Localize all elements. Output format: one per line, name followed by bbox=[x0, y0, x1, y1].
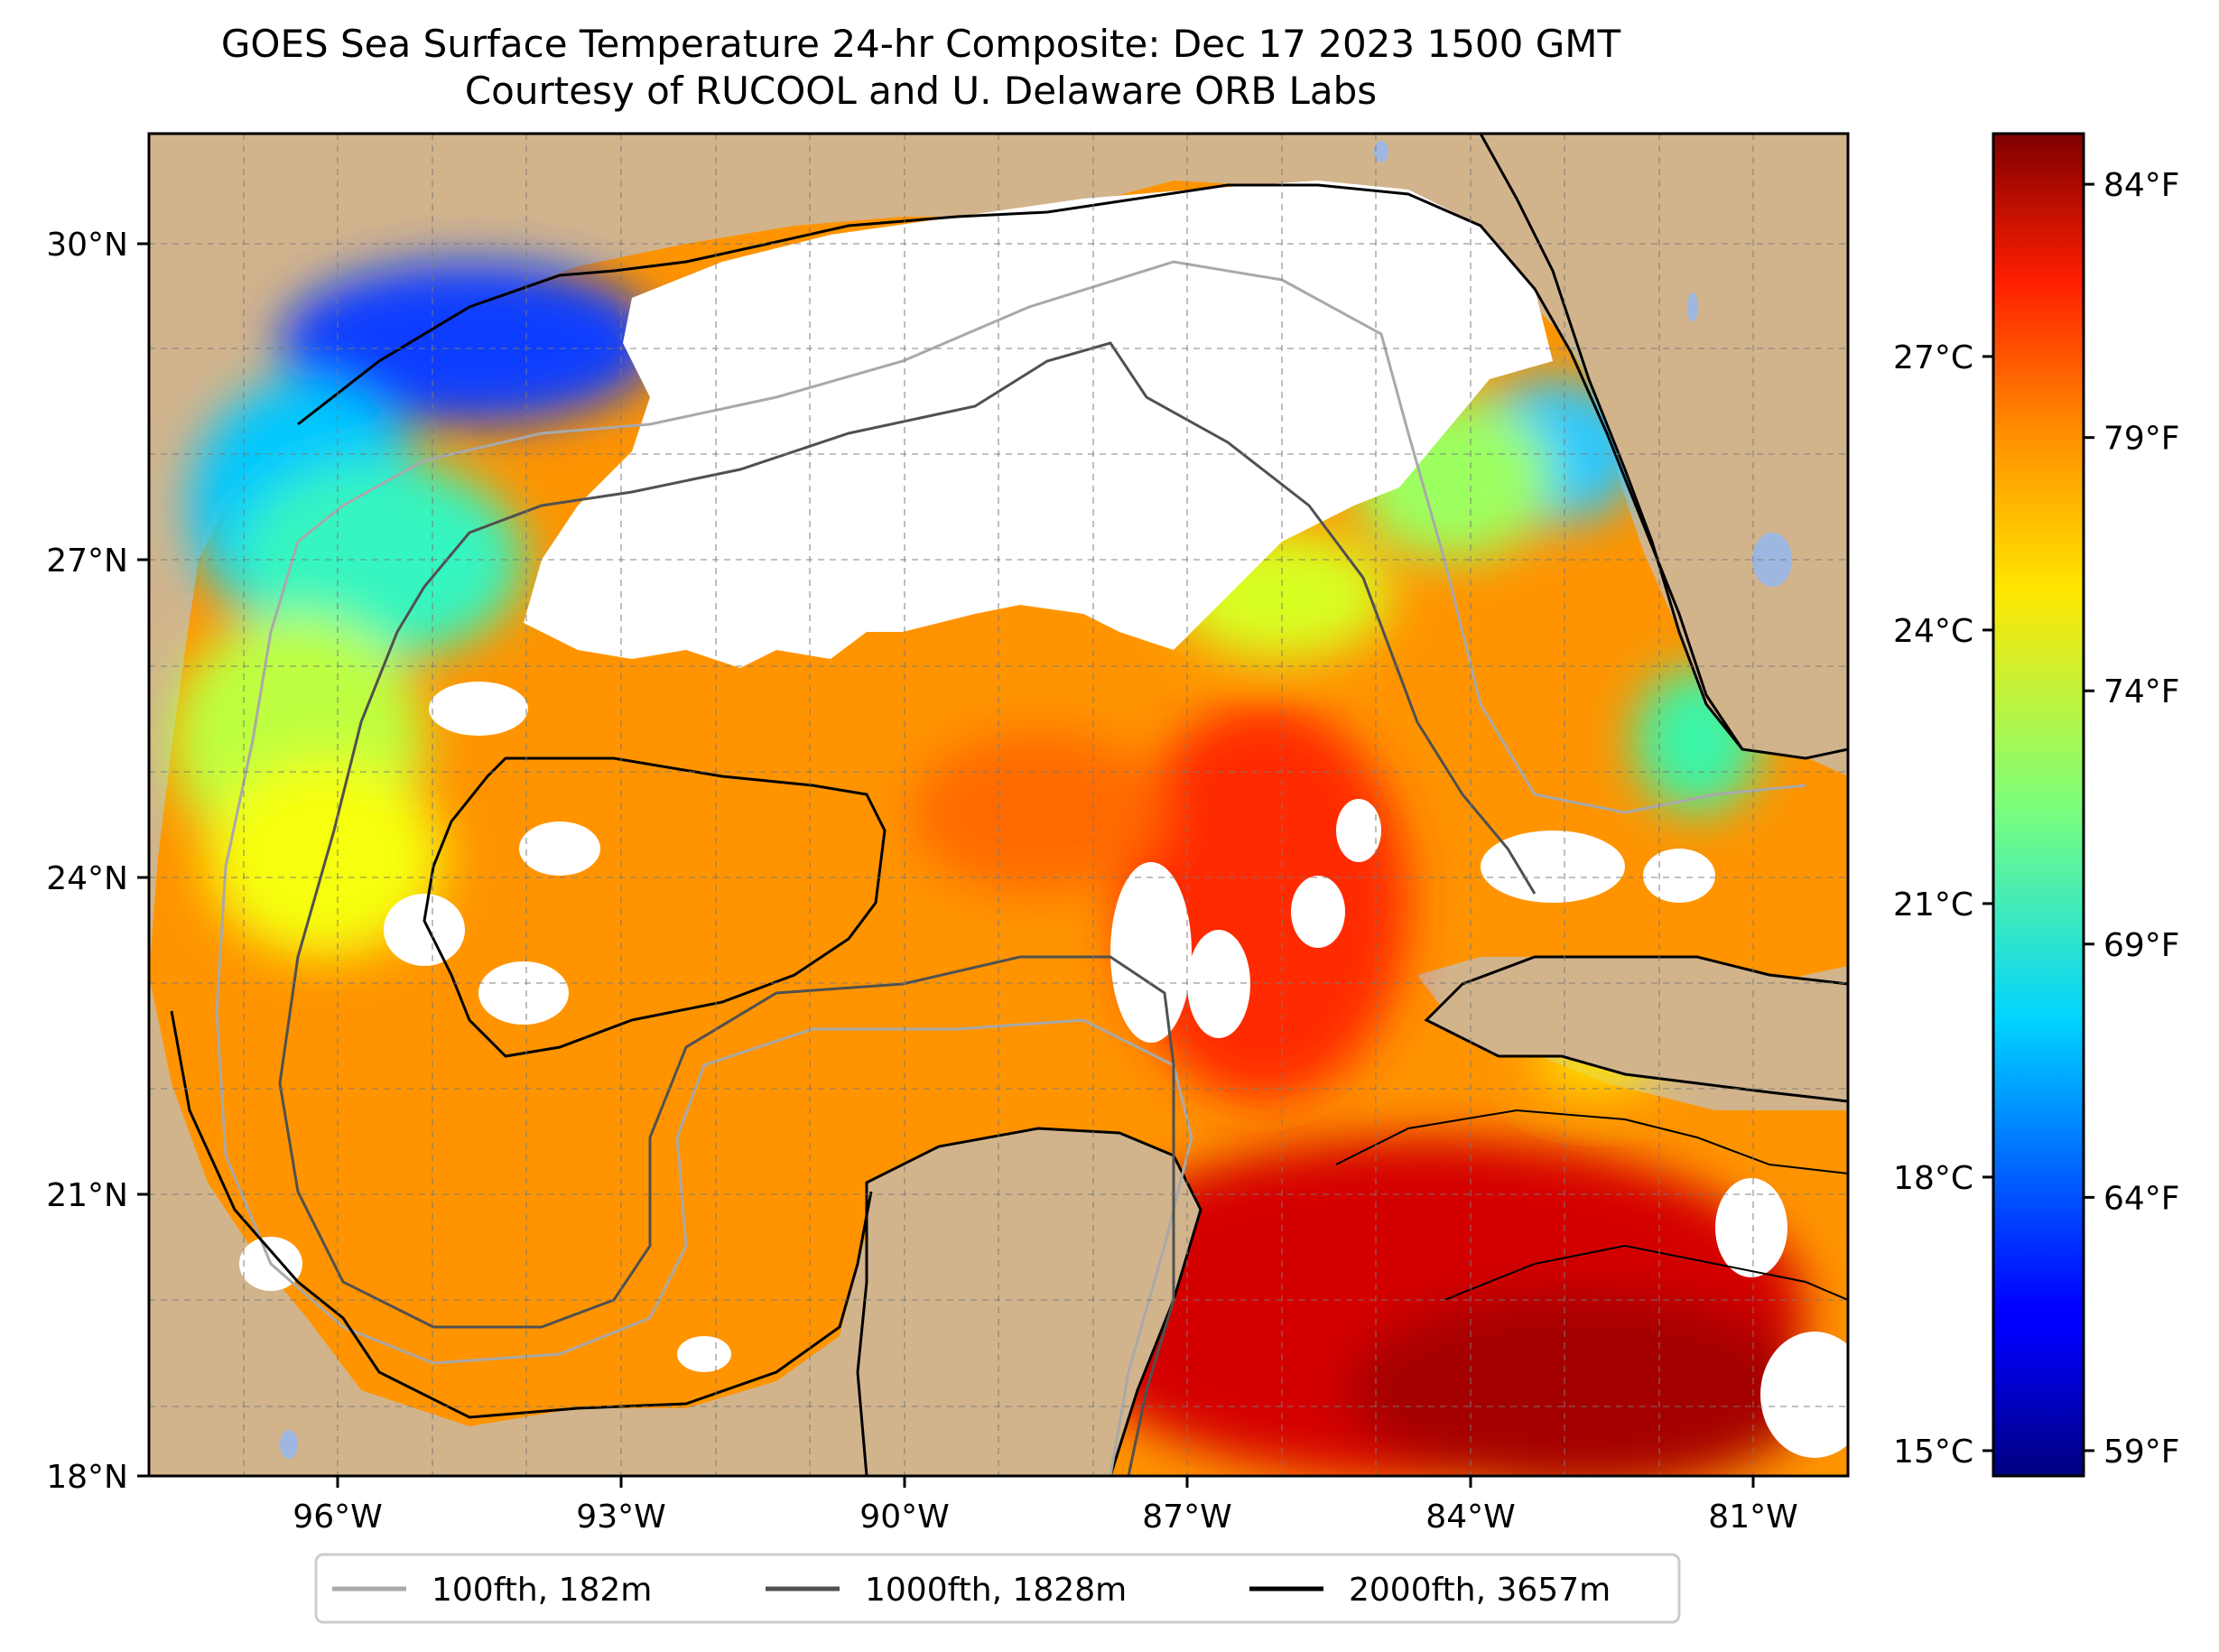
coastline bbox=[170, 183, 1744, 1419]
colorbar-f-label: 84°F bbox=[2103, 167, 2180, 204]
colorbar-f-label: 79°F bbox=[2103, 421, 2180, 458]
legend-label: 100fth, 182m bbox=[432, 1572, 652, 1609]
colorbar-c-label: 24°C bbox=[1893, 613, 1973, 650]
lon-tick-label: 84°W bbox=[1425, 1499, 1515, 1536]
colorbar-c-label: 15°C bbox=[1893, 1434, 1973, 1471]
axis-ticks bbox=[137, 242, 1755, 1488]
lon-tick-label: 93°W bbox=[576, 1499, 665, 1536]
legend-label: 1000fth, 1828m bbox=[865, 1572, 1127, 1609]
gridlines bbox=[149, 134, 1848, 1476]
cloud-mask bbox=[239, 181, 1848, 1458]
lat-tick-label: 30°N bbox=[46, 227, 128, 264]
lat-labels: 30°N 27°N 24°N 21°N 18°N bbox=[46, 227, 128, 1496]
map-subtitle: Courtesy of RUCOOL and U. Delaware ORB L… bbox=[464, 69, 1378, 113]
contour-2000fth bbox=[422, 756, 887, 1058]
lat-tick-label: 27°N bbox=[46, 543, 128, 580]
contour-100fth bbox=[215, 260, 1806, 1476]
colorbar-f-label: 64°F bbox=[2103, 1180, 2180, 1217]
contour-2000fth-caribbean bbox=[1335, 1109, 1848, 1301]
colorbar-gradient bbox=[1992, 132, 2085, 1478]
legend-box bbox=[314, 1553, 1681, 1624]
lat-tick-label: 18°N bbox=[46, 1459, 128, 1496]
lon-tick-label: 90°W bbox=[859, 1499, 949, 1536]
colorbar-f-label: 69°F bbox=[2103, 927, 2180, 964]
landmasses bbox=[856, 134, 1848, 1476]
contour-1000fth bbox=[278, 341, 1537, 1476]
colorbar-c-label: 18°C bbox=[1893, 1160, 1973, 1197]
colorbar-c-label: 21°C bbox=[1893, 886, 1973, 923]
colorbar: 84°F 79°F 74°F 69°F 64°F 59°F 27°C 24°C 21°C 18°C… bbox=[1893, 132, 2180, 1478]
colorbar-f-label: 74°F bbox=[2103, 673, 2180, 710]
map-panel bbox=[149, 134, 1848, 1476]
legend-label: 2000fth, 3657m bbox=[1349, 1572, 1611, 1609]
lon-tick-label: 87°W bbox=[1142, 1499, 1231, 1536]
colorbar-c-label: 27°C bbox=[1893, 339, 1973, 376]
legend: 100fth, 182m 1000fth, 1828m 2000fth, 365… bbox=[314, 1553, 1681, 1624]
lon-tick-label: 96°W bbox=[292, 1499, 382, 1536]
lon-labels: 96°W 93°W 90°W 87°W 84°W 81°W bbox=[292, 1499, 1797, 1536]
map-frame bbox=[147, 132, 1850, 1478]
colorbar-f-label: 59°F bbox=[2103, 1434, 2180, 1471]
lat-tick-label: 21°N bbox=[46, 1177, 128, 1214]
lat-tick-label: 24°N bbox=[46, 860, 128, 897]
lon-tick-label: 81°W bbox=[1708, 1499, 1797, 1536]
map-title: GOES Sea Surface Temperature 24-hr Compo… bbox=[220, 22, 1621, 66]
